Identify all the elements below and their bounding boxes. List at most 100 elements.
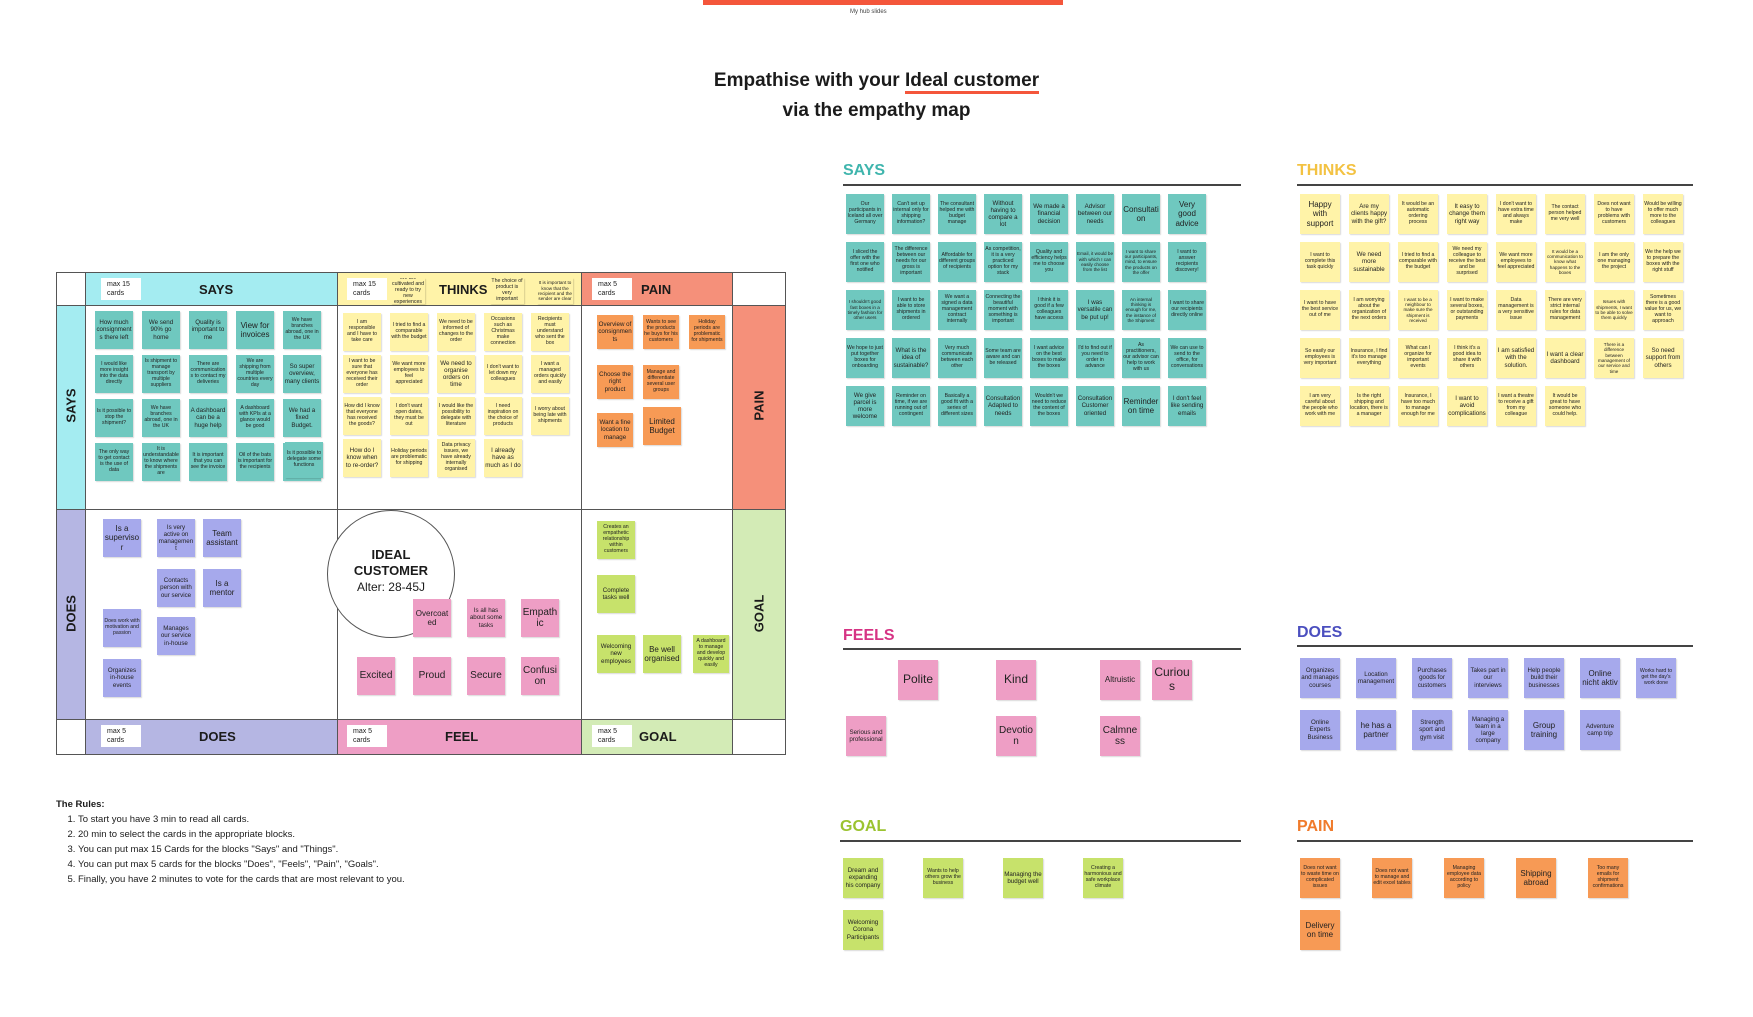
sticky-note[interactable]: We send 90% go home — [142, 311, 180, 349]
sticky-note[interactable]: I want to be sure that everyone has rece… — [343, 355, 381, 393]
sticky-note[interactable]: I need inspiration on the choice of prod… — [484, 397, 522, 435]
sticky-note[interactable]: Occasions such as Christmas make connect… — [484, 313, 522, 351]
sticky-note[interactable]: Kind — [996, 660, 1036, 700]
sticky-note[interactable]: Data management is a very sensitive issu… — [1496, 290, 1536, 330]
sticky-note[interactable]: The choice of product is very important — [490, 278, 524, 304]
sticky-note[interactable]: Very much communicate between each other — [938, 338, 976, 378]
sticky-note[interactable]: I would like more insight into the data … — [95, 355, 133, 393]
sticky-note[interactable]: Is very active on management — [157, 519, 195, 557]
sticky-note[interactable]: How do I know when to re-order? — [343, 439, 381, 477]
sticky-note[interactable]: Insurance, I find it's too manage everyt… — [1349, 338, 1389, 378]
sticky-note[interactable]: Empathic — [521, 599, 559, 637]
sticky-note[interactable]: I want advice on the best boxes to make … — [1030, 338, 1068, 378]
sticky-note[interactable]: We need to organise orders on time — [437, 355, 475, 393]
sticky-note[interactable]: Quality and efficiency helps me to choos… — [1030, 242, 1068, 282]
sticky-note[interactable]: Polite — [898, 660, 938, 700]
sticky-note[interactable]: So need support from others — [1643, 338, 1683, 378]
sticky-note[interactable]: I want to share our recipients directly … — [1168, 290, 1206, 330]
sticky-note[interactable]: Is a mentor — [203, 569, 241, 607]
sticky-note[interactable]: I don't feel like sending emails — [1168, 386, 1206, 426]
sticky-note[interactable]: Overview of consignments — [597, 315, 633, 349]
sticky-note[interactable]: Managing employee data according to poli… — [1444, 858, 1484, 898]
sticky-note[interactable]: Wants to help others grow the business — [923, 858, 963, 898]
sticky-note[interactable]: Welcoming Corona Participants — [843, 910, 883, 950]
sticky-note[interactable]: Our participants in Iceland all over Ger… — [846, 194, 884, 234]
sticky-note[interactable]: I don't want to have extra time and alwa… — [1496, 194, 1536, 234]
sticky-note[interactable]: It is understandable to know where the s… — [142, 443, 180, 481]
sticky-note[interactable]: I want a clear dashboard — [1545, 338, 1585, 378]
sticky-note[interactable]: I want to share our participants, mind, … — [1122, 242, 1160, 282]
sticky-note[interactable]: Be well organised — [643, 635, 681, 673]
sticky-note[interactable]: I am very careful about the people who w… — [1300, 386, 1340, 426]
sticky-note[interactable]: Consultation — [1122, 194, 1160, 234]
sticky-note[interactable]: Basically a good fit with a series of di… — [938, 386, 976, 426]
sticky-note[interactable]: I want to complete this task quickly — [1300, 242, 1340, 282]
sticky-note[interactable]: Location management — [1356, 658, 1396, 698]
sticky-note[interactable]: It is important that you can see the inv… — [189, 443, 227, 481]
sticky-note[interactable]: Choose the right product — [597, 365, 633, 399]
sticky-note[interactable]: I'd to find out if you need to order in … — [1076, 338, 1114, 378]
sticky-note[interactable]: As competition, it is a very practiced o… — [984, 242, 1022, 282]
sticky-note[interactable]: I would like the possibility to delegate… — [437, 397, 475, 435]
sticky-note[interactable]: Reminder on time, if we are running out … — [892, 386, 930, 426]
sticky-note[interactable]: Managing a team in a large company — [1468, 710, 1508, 750]
sticky-note[interactable]: Complete tasks well — [597, 575, 635, 613]
sticky-note[interactable]: Oil of the bats is important for the rec… — [236, 443, 274, 481]
sticky-note[interactable]: I want to have the best service out of m… — [1300, 290, 1340, 330]
sticky-note[interactable]: I want to make several boxes, or outstan… — [1447, 290, 1487, 330]
sticky-note[interactable]: Manages our service in-house — [157, 617, 195, 655]
sticky-note[interactable]: I want to avoid complications — [1447, 386, 1487, 426]
sticky-note[interactable]: Contacts person with our service — [157, 569, 195, 607]
sticky-note[interactable]: We need more sustainable — [1349, 242, 1389, 282]
sticky-note[interactable]: We hope to just put together boxes for o… — [846, 338, 884, 378]
sticky-note[interactable]: Holiday periods are problematic for ship… — [390, 439, 428, 477]
sticky-note[interactable]: Creates an empathetic relationship withi… — [597, 521, 635, 559]
sticky-note[interactable]: I am worrying about the organization of … — [1349, 290, 1389, 330]
sticky-note[interactable]: Email, it would be with which I can easi… — [1076, 242, 1114, 282]
sticky-note[interactable]: Confusion — [521, 657, 559, 695]
sticky-note[interactable]: Takes part in our interviews — [1468, 658, 1508, 698]
sticky-note[interactable]: We want more employees to feel appreciat… — [390, 355, 428, 393]
sticky-note[interactable]: Advisor between our needs — [1076, 194, 1114, 234]
sticky-note[interactable]: Wants to see the products he buys for hi… — [643, 315, 679, 349]
sticky-note[interactable]: Does work with motivation and passion — [103, 609, 141, 647]
sticky-note[interactable]: Consultation Customer oriented — [1076, 386, 1114, 426]
sticky-note[interactable]: Organizes and manages courses — [1300, 658, 1340, 698]
sticky-note[interactable]: The consultant helped me with budget man… — [938, 194, 976, 234]
sticky-note[interactable]: We had a fixed Budget. — [283, 399, 321, 437]
sticky-note[interactable]: We need my colleague to receive the best… — [1447, 242, 1487, 282]
sticky-note[interactable]: It would be an automatic ordering proces… — [1398, 194, 1438, 234]
sticky-note[interactable]: Would be willing to offer much more to t… — [1643, 194, 1683, 234]
sticky-note[interactable]: I want a managed orders quickly and easi… — [531, 355, 569, 393]
sticky-note[interactable]: I already have as much as I do — [484, 439, 522, 477]
sticky-note[interactable]: Purchases goods for customers — [1412, 658, 1452, 698]
sticky-note[interactable]: Does not want to waste time on complicat… — [1300, 858, 1340, 898]
sticky-note[interactable]: Are my clients happy with the gift? — [1349, 194, 1389, 234]
sticky-note[interactable]: Dream and expanding his company — [843, 858, 883, 898]
sticky-note[interactable]: A dashboard with KPIs at a glance would … — [236, 399, 274, 437]
sticky-note[interactable]: Is shipment to manage transport by multi… — [142, 355, 180, 393]
sticky-note[interactable]: I was versatile can be put up! — [1076, 290, 1114, 330]
sticky-note[interactable]: We are shipping from multiple countries … — [236, 355, 274, 393]
sticky-note[interactable]: There are communications to contact my d… — [189, 355, 227, 393]
sticky-note[interactable]: Some team are aware and can be released — [984, 338, 1022, 378]
sticky-note[interactable]: I am satisfied with the solution. — [1496, 338, 1536, 378]
sticky-note[interactable]: I don't want open dates, they must be ou… — [390, 397, 428, 435]
sticky-note[interactable]: Holiday periods are problematic for ship… — [689, 315, 725, 349]
sticky-note[interactable]: Adventure camp trip — [1580, 710, 1620, 750]
sticky-note[interactable]: I tried to find a comparable with the bu… — [390, 313, 428, 351]
sticky-note[interactable]: Sometimes there is a good value for us, … — [1643, 290, 1683, 330]
sticky-note[interactable]: Manage and differentiate several user gr… — [643, 365, 679, 399]
sticky-note[interactable]: I am responsible and I have to take care — [343, 313, 381, 351]
sticky-note[interactable]: Delivery on time — [1300, 910, 1340, 950]
sticky-note[interactable]: he has a partner — [1356, 710, 1396, 750]
sticky-note[interactable]: Insurance, I have too much to manage eno… — [1398, 386, 1438, 426]
sticky-note[interactable]: Excited — [357, 657, 395, 695]
sticky-note[interactable]: I sliced the offer with the first one wh… — [846, 242, 884, 282]
sticky-note[interactable]: Help people build their businesses — [1524, 658, 1564, 698]
sticky-note[interactable]: As practitioners, our advisor can help t… — [1122, 338, 1160, 378]
sticky-note[interactable]: Shipping abroad — [1516, 858, 1556, 898]
sticky-note[interactable]: Data privacy issues, we have already int… — [437, 439, 475, 477]
sticky-note[interactable]: It would be a communication to know what… — [1545, 242, 1585, 282]
sticky-note[interactable]: A dashboard can be a huge help — [189, 399, 227, 437]
